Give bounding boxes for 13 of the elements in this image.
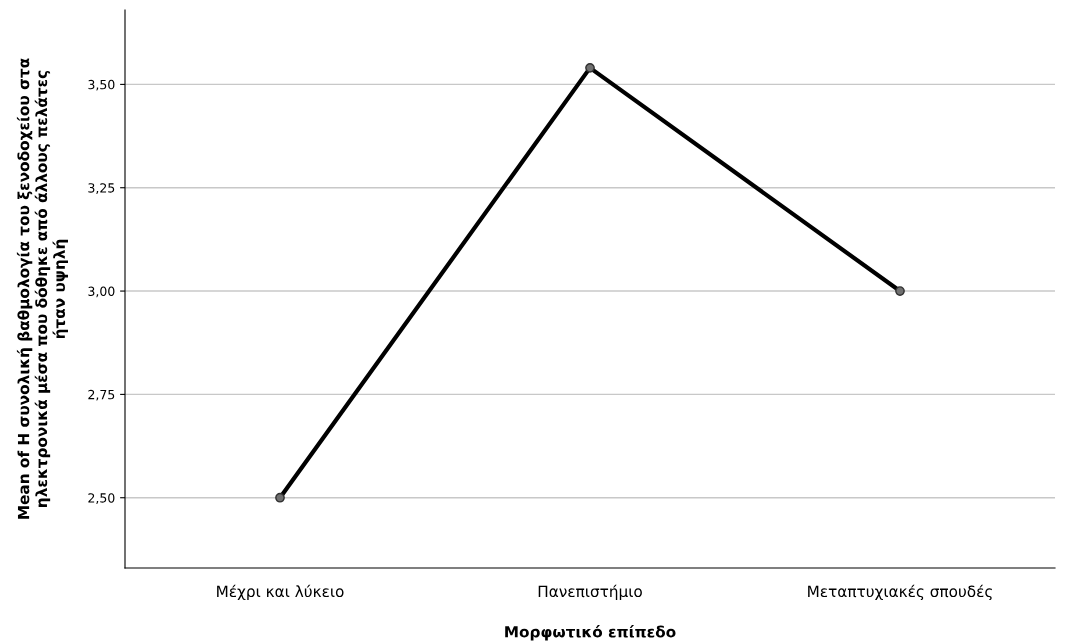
point bbox=[895, 286, 905, 296]
y-tick-label: 3,00 bbox=[88, 286, 115, 298]
x-tick-label: Μεταπτυχιακές σπουδές bbox=[808, 584, 992, 601]
y-tick-label: 3,50 bbox=[88, 79, 115, 91]
y-axis-title: Mean of Η συνολική βαθμολογία του ξενοδοχείου στα ηλεκτρονικά μέσα που δόθηκε από άλλους πελάτες ήταν υψηλή bbox=[16, 58, 68, 519]
x-tick-label: Πανεπιστήμιο bbox=[538, 584, 642, 601]
x-tick-label: Μέχρι και λύκειο bbox=[217, 584, 344, 601]
point bbox=[585, 63, 595, 73]
y-tick-label: 2,50 bbox=[88, 493, 115, 504]
y-tick-label: 2,75 bbox=[88, 389, 115, 401]
x-axis-title: Μορφωτικό επίπεδο bbox=[505, 625, 676, 641]
y-tick-label: 3,25 bbox=[88, 183, 115, 194]
point bbox=[275, 492, 285, 503]
